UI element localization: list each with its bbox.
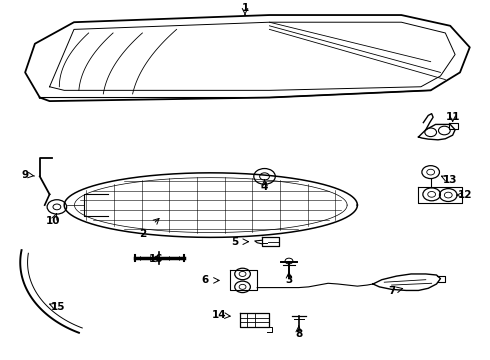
Text: 3: 3: [285, 275, 293, 285]
Text: 5: 5: [232, 237, 239, 247]
Text: 16: 16: [149, 254, 163, 264]
Text: 14: 14: [212, 310, 227, 320]
Text: 1: 1: [242, 3, 248, 13]
Text: 2: 2: [139, 229, 146, 239]
Text: 7: 7: [388, 286, 395, 296]
Text: 13: 13: [443, 175, 458, 185]
Text: 4: 4: [261, 182, 268, 192]
Text: 6: 6: [201, 275, 209, 285]
Text: 8: 8: [295, 329, 302, 339]
Text: 11: 11: [445, 112, 460, 122]
Text: 12: 12: [458, 190, 472, 200]
Text: 9: 9: [22, 170, 29, 180]
Text: 15: 15: [51, 302, 66, 312]
Text: 10: 10: [46, 216, 61, 226]
